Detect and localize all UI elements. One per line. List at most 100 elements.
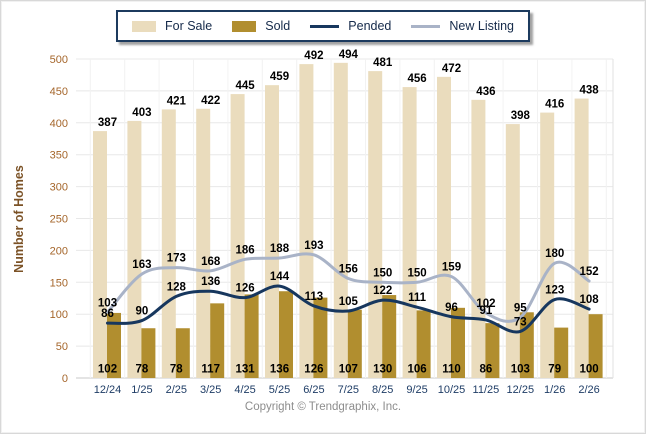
bar-sold (382, 295, 397, 378)
sold-value-label: 130 (373, 364, 392, 376)
new-listing-value-label: 152 (580, 266, 599, 278)
pended-value-label: 86 (101, 308, 114, 320)
y-tick-label: 500 (50, 54, 68, 66)
pended-value-label: 113 (305, 291, 324, 303)
x-tick-label: 7/25 (338, 384, 359, 396)
pended-value-label: 123 (545, 285, 564, 297)
legend-item-sold: Sold (232, 19, 290, 33)
bar-sold (416, 310, 431, 378)
x-tick-label: 10/25 (438, 384, 466, 396)
legend-item-pended: Pended (310, 19, 391, 33)
bar-sold (141, 328, 156, 378)
sold-value-label: 78 (170, 364, 183, 376)
bar-for-sale (230, 94, 245, 378)
legend-swatch-pended (310, 24, 340, 28)
pended-value-label: 90 (136, 306, 149, 318)
new-listing-value-label: 186 (236, 244, 255, 256)
sold-value-label: 131 (236, 364, 256, 376)
bar-for-sale (471, 99, 486, 378)
for-sale-value-label: 421 (167, 95, 187, 107)
new-listing-value-label: 156 (339, 263, 358, 275)
sold-value-label: 110 (442, 364, 461, 376)
bar-sold (313, 297, 328, 378)
chart-legend: For Sale Sold Pended New Listing (115, 10, 531, 42)
y-tick-label: 350 (50, 150, 68, 162)
y-tick-label: 0 (62, 373, 68, 385)
new-listing-value-label: 193 (304, 240, 323, 252)
sold-value-label: 106 (408, 364, 427, 376)
pended-value-label: 96 (445, 302, 458, 314)
legend-swatch-new-listing (411, 24, 441, 28)
new-listing-value-label: 102 (476, 298, 495, 310)
bar-for-sale (574, 98, 589, 378)
legend-swatch-sold (232, 20, 257, 32)
bar-for-sale (127, 120, 142, 379)
y-tick-label: 150 (50, 277, 68, 289)
y-tick-label: 250 (50, 214, 68, 226)
new-listing-value-label: 103 (98, 297, 117, 309)
x-tick-label: 5/25 (269, 384, 290, 396)
for-sale-value-label: 387 (98, 117, 117, 129)
new-listing-value-label: 168 (201, 256, 221, 268)
pended-value-label: 128 (167, 281, 187, 293)
sold-value-label: 126 (304, 364, 323, 376)
bar-sold (347, 309, 362, 378)
new-listing-value-label: 95 (514, 302, 527, 314)
x-tick-label: 9/25 (406, 384, 427, 396)
new-listing-value-label: 180 (545, 248, 564, 260)
for-sale-value-label: 416 (545, 99, 564, 111)
x-tick-label: 2/25 (166, 384, 187, 396)
legend-label: New Listing (449, 19, 515, 33)
legend-label: Pended (348, 19, 392, 33)
x-tick-label: 1/25 (131, 384, 152, 396)
sold-value-label: 100 (580, 364, 599, 376)
sold-value-label: 103 (511, 364, 530, 376)
sold-value-label: 102 (98, 364, 117, 376)
for-sale-value-label: 472 (442, 63, 461, 75)
legend-item-for-sale: For Sale (131, 19, 213, 33)
bar-for-sale (437, 76, 451, 378)
for-sale-value-label: 403 (132, 107, 151, 119)
y-tick-label: 100 (50, 309, 68, 321)
legend-swatch-for-sale (131, 20, 156, 32)
pended-value-label: 122 (373, 285, 392, 297)
new-listing-value-label: 150 (373, 267, 392, 279)
new-listing-value-label: 150 (408, 267, 427, 279)
new-listing-value-label: 159 (442, 262, 461, 274)
bar-sold (244, 294, 259, 378)
new-listing-value-label: 173 (167, 253, 186, 265)
x-tick-label: 11/25 (473, 384, 500, 396)
sold-value-label: 117 (201, 364, 220, 376)
bar-for-sale (505, 124, 520, 379)
x-tick-label: 12/25 (507, 384, 535, 396)
sold-value-label: 78 (136, 364, 149, 376)
bar-for-sale (196, 108, 211, 378)
bar-sold (588, 314, 603, 378)
pended-value-label: 108 (580, 294, 600, 306)
y-axis-title: Number of Homes (12, 165, 26, 273)
sold-value-label: 107 (339, 364, 358, 376)
for-sale-value-label: 459 (270, 71, 289, 83)
bar-for-sale (333, 62, 348, 378)
for-sale-value-label: 494 (339, 49, 359, 61)
for-sale-value-label: 436 (476, 86, 495, 98)
x-tick-label: 2/26 (578, 384, 599, 396)
legend-label: For Sale (164, 19, 213, 33)
x-tick-label: 4/25 (234, 384, 255, 396)
y-tick-label: 200 (50, 245, 68, 257)
for-sale-value-label: 492 (304, 50, 323, 62)
bar-for-sale (161, 109, 176, 378)
x-tick-label: 6/25 (303, 384, 324, 396)
for-sale-value-label: 422 (201, 95, 220, 107)
y-tick-label: 50 (56, 341, 68, 353)
for-sale-value-label: 481 (373, 57, 393, 69)
pended-value-label: 73 (514, 316, 527, 328)
bar-for-sale (402, 87, 417, 379)
pended-value-label: 136 (201, 276, 220, 288)
for-sale-value-label: 456 (408, 73, 427, 85)
for-sale-value-label: 398 (511, 110, 531, 122)
bar-sold (554, 327, 569, 378)
bar-sold (485, 323, 500, 378)
for-sale-value-label: 438 (580, 85, 600, 97)
